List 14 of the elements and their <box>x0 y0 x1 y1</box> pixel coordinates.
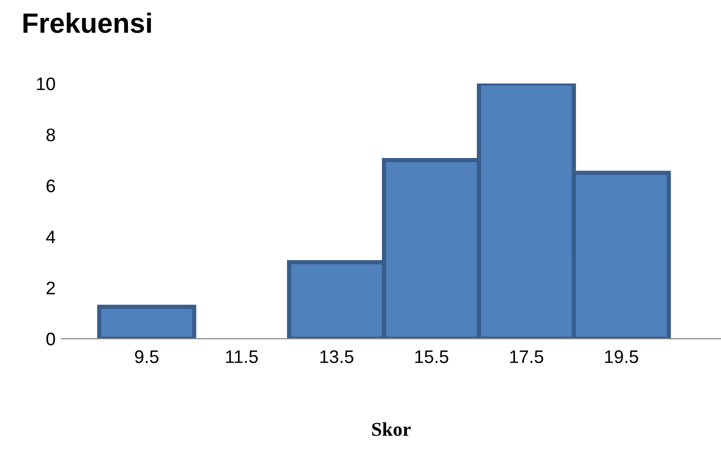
x-tick-label: 9.5 <box>135 350 159 364</box>
y-tick-label: 0 <box>46 332 56 346</box>
x-tick-label: 11.5 <box>226 350 258 364</box>
y-tick-label: 4 <box>46 230 56 244</box>
y-tick-label: 10 <box>37 77 56 90</box>
y-tick-label: 8 <box>46 128 55 142</box>
y-tick-label: 6 <box>46 180 55 192</box>
chart-title: Frekuensi <box>23 12 151 33</box>
x-tick-label: 13.5 <box>320 350 354 364</box>
x-tick-label: 15.5 <box>415 350 448 364</box>
x-axis-title: Skor <box>372 422 411 436</box>
x-tick-label: 17.5 <box>510 350 544 364</box>
x-tick-label: 19.5 <box>605 350 638 364</box>
y-tick-label: 2 <box>46 282 55 294</box>
